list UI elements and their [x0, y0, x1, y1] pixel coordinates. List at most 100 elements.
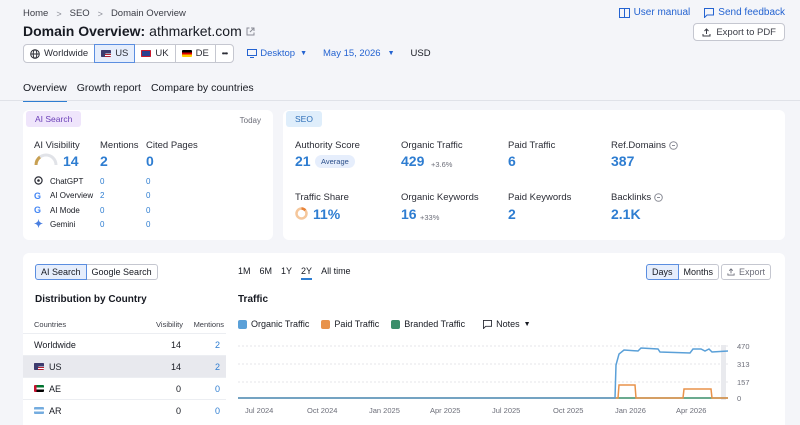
row-visibility: 14 — [170, 339, 181, 350]
country-uk-label: UK — [155, 48, 169, 59]
legend-paid-traffic[interactable]: Paid Traffic — [321, 319, 379, 329]
main-tabs: Overview Growth report Compare by countr… — [23, 82, 254, 102]
range-6m[interactable]: 6M — [259, 266, 273, 276]
paid-keywords-value[interactable]: 2 — [508, 206, 516, 222]
currency-label[interactable]: USD — [410, 48, 431, 59]
row-country: Worldwide — [34, 339, 76, 350]
x-tick: Oct 2024 — [307, 406, 337, 415]
distribution-traffic-card: AI Search Google Search Distribution by … — [23, 253, 785, 425]
device-label: Desktop — [260, 48, 296, 59]
tabs-divider — [0, 100, 800, 101]
engine-mentions[interactable]: 0 — [100, 220, 105, 230]
breadcrumb-current: Domain Overview — [110, 8, 186, 19]
ref-domains-value[interactable]: 387 — [611, 153, 635, 169]
traffic-share-value[interactable]: 11% — [313, 206, 341, 222]
worldwide-button[interactable]: Worldwide — [23, 44, 96, 63]
paid-traffic-value[interactable]: 6 — [508, 153, 516, 169]
range-2y[interactable]: 2Y — [301, 266, 313, 280]
tab-compare-by-countries[interactable]: Compare by countries — [150, 82, 254, 94]
engine-cited[interactable]: 0 — [146, 205, 151, 215]
traffic-chart[interactable]: 470 313 157 0 Jul 2024 Oct 2024 Jan 2025… — [238, 337, 783, 425]
chevron-right-icon: > — [56, 8, 62, 19]
country-us-button[interactable]: US — [94, 44, 136, 63]
user-manual-link[interactable]: User manual — [618, 7, 690, 18]
engine-name: ChatGPT — [50, 176, 84, 186]
google-search-toggle[interactable]: Google Search — [85, 264, 158, 280]
row-mentions[interactable]: 0 — [214, 405, 220, 416]
backlinks-label: Backlinks — [611, 192, 652, 203]
export-pdf-button[interactable]: Export to PDF — [693, 23, 785, 41]
link-badge-icon — [654, 193, 663, 202]
organic-keywords-value[interactable]: 16 — [401, 206, 417, 222]
engine-mentions[interactable]: 2 — [100, 191, 105, 201]
engine-mentions[interactable]: 0 — [100, 176, 105, 186]
engine-cited[interactable]: 0 — [146, 176, 151, 186]
legend-label: Paid Traffic — [334, 319, 380, 329]
engine-cited[interactable]: 0 — [146, 220, 151, 230]
legend-organic-traffic[interactable]: Organic Traffic — [238, 319, 309, 329]
traffic-share-label: Traffic Share — [295, 192, 349, 203]
country-de-button[interactable]: DE — [174, 44, 216, 63]
page-title-prefix: Domain Overview: — [23, 23, 146, 39]
backlinks-value[interactable]: 2.1K — [611, 206, 641, 222]
checkbox-icon — [391, 319, 401, 329]
row-mentions[interactable]: 0 — [214, 383, 220, 394]
days-toggle[interactable]: Days — [646, 264, 679, 280]
row-visibility: 14 — [170, 361, 181, 372]
country-uk-button[interactable]: UK — [134, 44, 176, 63]
country-de-label: DE — [195, 48, 209, 59]
ai-search-toggle[interactable]: AI Search — [35, 264, 87, 280]
row-visibility: 0 — [175, 383, 181, 394]
cited-pages-value[interactable]: 0 — [146, 153, 154, 169]
breadcrumb-seo[interactable]: SEO — [69, 8, 90, 19]
breadcrumb: Home > SEO > Domain Overview — [23, 8, 186, 19]
more-countries-button[interactable]: ••• — [214, 44, 235, 63]
distribution-title: Distribution by Country — [35, 294, 147, 305]
table-row[interactable]: Worldwide 14 2 — [23, 333, 226, 355]
table-row[interactable]: AR 0 0 — [23, 399, 226, 421]
range-1m[interactable]: 1M — [238, 266, 251, 276]
external-link-icon[interactable] — [246, 27, 255, 36]
visibility-gauge-icon — [34, 153, 58, 166]
row-country: AE — [49, 383, 62, 394]
export-button[interactable]: Export — [721, 264, 772, 280]
range-1y[interactable]: 1Y — [281, 266, 293, 276]
device-dropdown[interactable]: Desktop ▼ — [247, 48, 307, 59]
y-tick: 470 — [737, 342, 750, 351]
notes-dropdown[interactable]: Notes ▼ — [483, 319, 531, 329]
checkbox-icon — [238, 319, 247, 329]
legend-branded-traffic[interactable]: Branded Traffic — [391, 319, 465, 329]
send-feedback-link[interactable]: Send feedback — [704, 7, 785, 18]
legend-label: Branded Traffic — [404, 319, 466, 329]
months-toggle[interactable]: Months — [677, 264, 720, 280]
engine-cited[interactable]: 0 — [146, 191, 151, 201]
mentions-value[interactable]: 2 — [100, 153, 108, 169]
table-row[interactable]: US 14 2 — [23, 355, 226, 377]
paid-keywords-label: Paid Keywords — [508, 192, 572, 203]
y-tick: 157 — [737, 378, 750, 387]
row-mentions[interactable]: 2 — [214, 339, 220, 350]
chatgpt-icon — [34, 176, 50, 187]
table-row[interactable]: AE 0 0 — [23, 377, 226, 399]
uk-flag-icon — [141, 50, 152, 57]
date-dropdown[interactable]: May 15, 2026 ▼ — [323, 48, 395, 59]
y-tick: 313 — [737, 360, 750, 369]
organic-traffic-delta: +3.6% — [431, 160, 453, 169]
ref-domains-header: Ref.Domains — [611, 140, 678, 151]
ai-visibility-value[interactable]: 14 — [63, 153, 79, 169]
engine-name: AI Mode — [50, 205, 80, 215]
range-all-time[interactable]: All time — [321, 266, 351, 276]
organic-traffic-value[interactable]: 429 — [401, 153, 425, 169]
tab-growth-report[interactable]: Growth report — [76, 82, 141, 94]
engine-mentions[interactable]: 0 — [100, 205, 105, 215]
authority-score-value[interactable]: 21 — [295, 153, 311, 169]
ai-search-card: AI Search Today AI Visibility Mentions C… — [23, 110, 273, 240]
us-flag-icon — [34, 363, 44, 370]
export-label: Export — [739, 267, 766, 277]
country-us-label: US — [115, 48, 129, 59]
tab-overview[interactable]: Overview — [23, 82, 67, 102]
period-toggle: Days Months — [646, 264, 720, 280]
google-icon: G — [34, 205, 42, 216]
breadcrumb-home[interactable]: Home — [23, 8, 49, 19]
row-mentions[interactable]: 2 — [214, 361, 220, 372]
